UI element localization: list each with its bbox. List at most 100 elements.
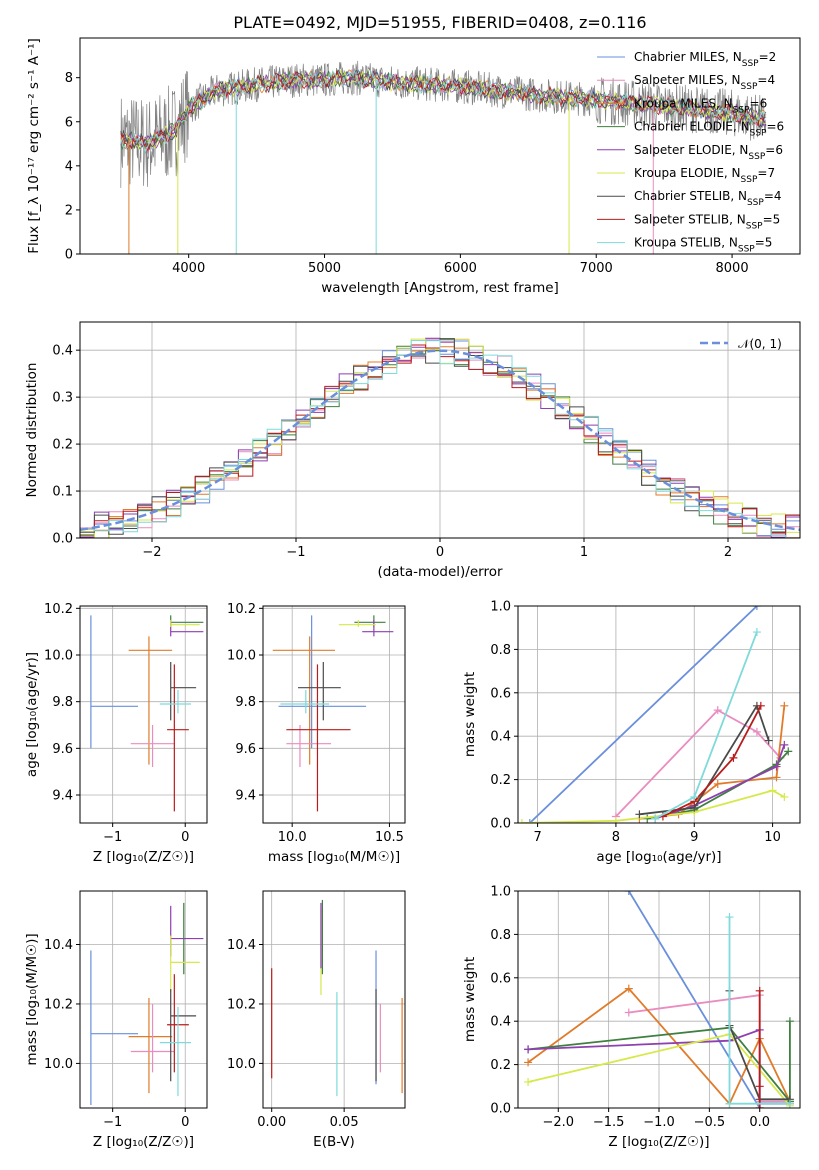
y-tick-label: 9.8 xyxy=(235,695,256,710)
plot-area xyxy=(120,60,767,254)
plot-area xyxy=(90,902,204,1106)
y-tick-label: 0.6 xyxy=(490,971,511,986)
x-tick-label: 0.00 xyxy=(257,1115,286,1130)
point-marker xyxy=(755,1104,764,1108)
y-tick-label: 9.6 xyxy=(235,742,256,757)
y-tick-label: 10.2 xyxy=(44,602,73,617)
legend-label: Chabrier MILES, NSSP=2 xyxy=(634,50,776,69)
y-tick-label: 10.4 xyxy=(44,938,73,953)
plot-area xyxy=(524,891,794,1108)
plot-area xyxy=(80,337,800,538)
x-tick-label: −1.0 xyxy=(643,1115,675,1130)
axes-frame xyxy=(79,890,208,1109)
x-axis-label: E(B-V) xyxy=(313,1134,355,1150)
point-marker xyxy=(525,819,534,823)
axes-overlay: 10.0 10.5 9.4 9.6 9.8 10.0 10.2 mass [log₁₀(M/M… xyxy=(227,602,406,865)
y-tick-label: 0.2 xyxy=(490,1058,511,1073)
x-axis-label: age [log₁₀(age/yr)] xyxy=(596,849,721,865)
point-marker xyxy=(624,984,633,993)
panel-residuals: −2 −1 0 1 2 0.0 0.1 0.2 0.3 0.4 (data-model)/error… xyxy=(24,321,801,580)
x-tick-label: −2 xyxy=(142,545,161,560)
panel-massweight_vs_age: 7 8 9 10 0.0 0.2 0.4 0.6 0.8 1.0 age [log₁₀(age/yr… xyxy=(462,600,801,865)
y-tick-label: 9.4 xyxy=(52,789,73,804)
y-tick-label: 0.4 xyxy=(52,344,73,359)
normal-reference-curve xyxy=(80,349,800,532)
plot-area xyxy=(272,615,394,812)
legend-label: Chabrier STELIB, NSSP=4 xyxy=(634,189,782,208)
point-marker xyxy=(524,1058,533,1067)
y-tick-label: 10.0 xyxy=(44,649,73,664)
point-marker xyxy=(643,814,652,823)
plot-area xyxy=(90,615,204,812)
point-marker xyxy=(752,606,761,610)
axes-frame xyxy=(79,37,801,255)
y-axis-label: Normed distribution xyxy=(24,363,40,498)
point-marker xyxy=(772,773,781,782)
x-tick-label: 9 xyxy=(690,830,698,845)
x-axis-label: Z [log₁₀(Z/Z☉)] xyxy=(93,849,194,865)
x-tick-label: 8 xyxy=(612,830,620,845)
x-tick-label: 7000 xyxy=(580,261,613,276)
point-marker xyxy=(624,891,633,895)
x-tick-label: 1 xyxy=(580,545,588,560)
point-marker xyxy=(713,706,722,715)
point-marker xyxy=(611,816,620,823)
y-tick-label: 0.2 xyxy=(52,438,73,453)
y-tick-label: 0.3 xyxy=(52,391,73,406)
y-tick-label: 6 xyxy=(65,115,73,130)
x-tick-label: −1.5 xyxy=(593,1115,625,1130)
point-marker xyxy=(690,792,699,801)
y-tick-label: 0.8 xyxy=(490,643,511,658)
x-tick-label: 0 xyxy=(181,1115,189,1130)
series-chabrier_miles xyxy=(529,606,758,823)
point-marker xyxy=(752,628,761,637)
point-marker xyxy=(635,810,644,819)
x-tick-label: 0.0 xyxy=(749,1115,770,1130)
panel-massweight_vs_Z: −2.0 −1.5 −1.0 −0.5 0.0 0.0 0.2 0.4 0.6 0.8 1.0 Z [… xyxy=(462,885,801,1150)
x-tick-label: 5000 xyxy=(308,261,341,276)
legend-label: Salpeter STELIB, NSSP=5 xyxy=(634,212,780,231)
series-kroupa_stelib xyxy=(654,631,758,820)
y-tick-label: 10.0 xyxy=(44,1057,73,1072)
y-tick-label: 1.0 xyxy=(490,600,511,615)
axes-overlay: −1 0 10.0 10.2 10.4 Z [log₁₀(Z/Z☉)] mass [log₁… xyxy=(24,890,208,1150)
y-tick-label: 0.8 xyxy=(490,928,511,943)
plot-area xyxy=(271,899,403,1097)
x-tick-label: 10 xyxy=(764,830,781,845)
x-tick-label: −0.5 xyxy=(694,1115,726,1130)
x-tick-label: 7 xyxy=(533,830,541,845)
legend-label: Salpeter MILES, NSSP=4 xyxy=(634,73,775,92)
legend-label: Kroupa STELIB, NSSP=5 xyxy=(634,236,772,255)
x-tick-label: −1 xyxy=(103,830,122,845)
x-tick-label: 0 xyxy=(436,545,444,560)
x-axis-label: Z [log₁₀(Z/Z☉)] xyxy=(608,1134,709,1150)
y-tick-label: 0.4 xyxy=(490,730,511,745)
y-tick-label: 10.0 xyxy=(227,649,256,664)
x-tick-label: −1 xyxy=(286,545,305,560)
panel-spectrum: 4000 5000 6000 7000 8000 0 2 4 6 8 wavelength [Ang… xyxy=(26,37,801,296)
point-marker xyxy=(756,701,765,710)
panel-age_vs_Z: −1 0 9.4 9.6 9.8 10.0 10.2 Z [log₁₀(Z/Z☉)] age [… xyxy=(24,602,208,865)
point-marker xyxy=(780,740,789,749)
axes-overlay: −1 0 9.4 9.6 9.8 10.0 10.2 Z [log₁₀(Z/Z☉)] age [… xyxy=(24,602,208,865)
point-marker xyxy=(518,819,526,823)
x-tick-label: 4000 xyxy=(172,261,205,276)
point-marker xyxy=(524,1077,533,1086)
figure-title: PLATE=0492, MJD=51955, FIBERID=0408, z=0… xyxy=(233,13,646,32)
y-axis-label: mass [log₁₀(M/M☉)] xyxy=(24,933,40,1065)
series-salpeter_miles xyxy=(615,709,782,818)
y-tick-label: 9.6 xyxy=(52,742,73,757)
x-tick-label: 0.05 xyxy=(330,1115,359,1130)
y-tick-label: 9.4 xyxy=(235,789,256,804)
axes-frame xyxy=(262,605,406,824)
series-salpeter_elodie xyxy=(654,744,786,820)
x-tick-label: −2.0 xyxy=(542,1115,574,1130)
observed-spectrum xyxy=(120,60,767,188)
y-tick-label: 1.0 xyxy=(490,885,511,900)
series-chabrier_miles xyxy=(628,891,761,1108)
x-tick-label: 10.5 xyxy=(375,830,404,845)
y-tick-label: 10.2 xyxy=(227,602,256,617)
y-tick-label: 2 xyxy=(65,203,73,218)
x-tick-label: 10.0 xyxy=(278,830,307,845)
